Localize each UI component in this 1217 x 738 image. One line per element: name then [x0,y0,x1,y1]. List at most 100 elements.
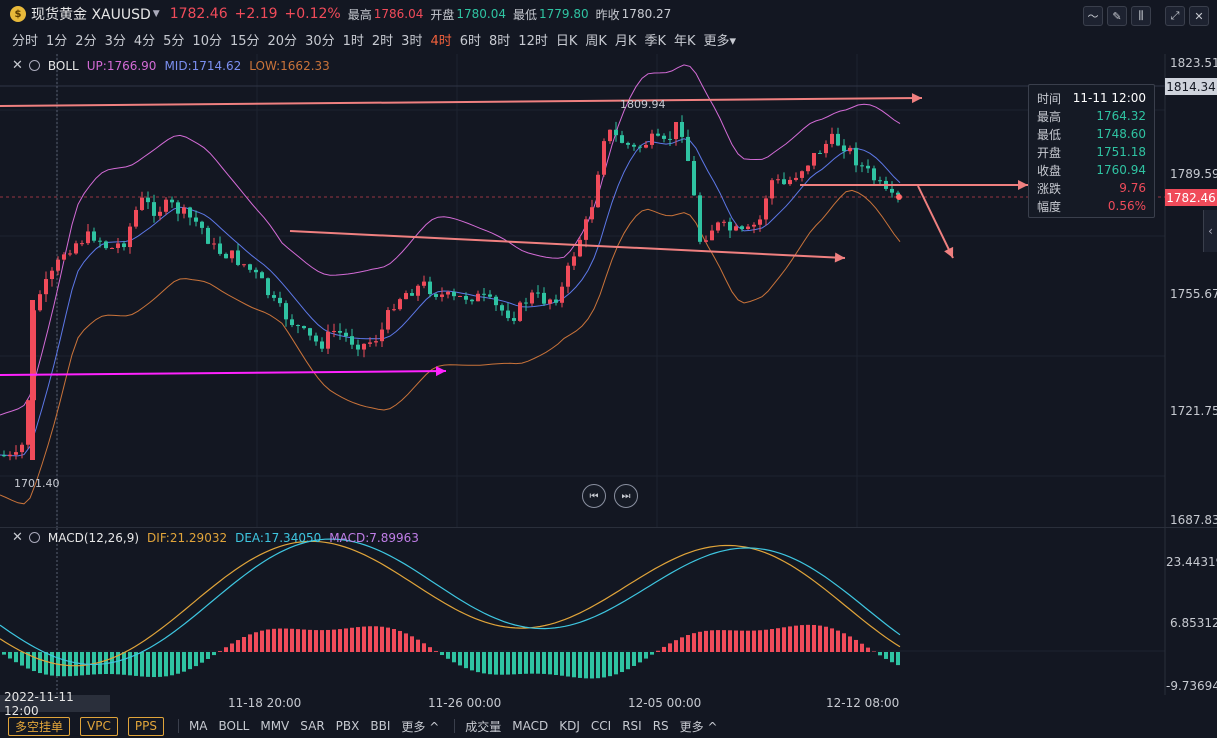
period-tab[interactable]: 15分 [229,33,260,49]
macd-bar [128,652,132,676]
period-tab[interactable]: 周K [585,33,607,49]
overlay-indicator-button[interactable]: PBX [335,719,360,733]
candle-body [662,135,666,139]
fullscreen-icon[interactable]: ⤢ [1165,6,1185,26]
overlay-indicator-button[interactable]: 更多 ^ [401,719,440,734]
period-tab[interactable]: 3时 [401,33,423,49]
macd-bar [884,652,888,659]
close-indicator-icon[interactable]: ✕ [12,58,23,73]
close-indicator-icon[interactable]: ✕ [12,530,23,545]
macd-bar [146,652,150,677]
period-tab[interactable]: 20分 [267,33,298,49]
period-tab[interactable]: 4分 [133,33,156,49]
candle-body [794,177,798,180]
macd-bar [848,636,852,652]
macd-bar [206,652,210,659]
price-axis-tick: 1687.83 [1170,513,1217,527]
time-axis: 11-18 20:00 11-26 00:00 12-05 00:00 12-1… [0,695,1217,712]
period-tab[interactable]: 分时 [12,33,39,49]
draw-pencil-icon[interactable]: ✎ [1107,6,1127,26]
overlay-indicator-button[interactable]: SAR [300,719,325,733]
sub-indicator-button[interactable]: MACD [512,719,549,733]
candle-type-icon[interactable]: ⫼ [1131,6,1151,26]
info-row: 收盘 1760.94 [1037,161,1146,179]
prev-close-value: 1780.27 [621,7,672,21]
macd-bar [878,652,882,656]
feature-pill-button[interactable]: PPS [127,716,164,736]
feature-pill-button[interactable]: VPC [80,716,118,736]
overlay-indicator-button[interactable]: MA [188,719,208,733]
period-tab[interactable]: 3分 [104,33,126,49]
macd-bar [494,652,498,675]
candle-body [206,227,210,244]
macd-bar [800,625,804,652]
period-tab[interactable]: 12时 [518,33,548,49]
macd-bar [764,629,768,652]
period-tab[interactable]: 4时 [430,33,452,49]
candle-body [434,294,438,297]
settings-icon[interactable] [28,532,40,543]
period-tab[interactable]: 年K [673,33,696,49]
info-row: 涨跌 9.76 [1037,179,1146,197]
step-back-icon[interactable]: ⏮ [582,484,606,508]
candle-body [890,188,894,193]
macd-bar [638,652,642,663]
pane-divider[interactable] [0,527,1217,528]
low-label: 最低 [513,7,538,22]
candle-body [872,168,876,181]
gold-coin-icon: $ [10,6,26,22]
macd-bar [734,630,738,652]
macd-bar [392,629,396,652]
period-tab[interactable]: 1时 [342,33,364,49]
symbol-name[interactable]: 现货黄金 XAUUSD [31,7,151,23]
line-chart-icon[interactable]: 〜 [1083,6,1103,26]
candle-body [446,291,450,295]
period-tab[interactable]: 1分 [46,33,68,49]
feature-pill-button[interactable]: 多空挂单 [8,716,71,736]
overlay-indicator-button[interactable]: MMV [260,719,290,733]
candle-body [140,197,144,210]
period-tab[interactable]: 5分 [163,33,185,49]
candle-body [302,326,306,329]
macd-bar [704,630,708,652]
candlestick-chart[interactable] [0,54,1217,528]
period-tab[interactable]: 月K [614,33,637,49]
symbol-dropdown-icon[interactable]: ▼ [152,9,160,19]
step-forward-icon[interactable]: ⏭ [614,484,638,508]
macd-chart[interactable] [0,528,1217,695]
period-tab[interactable]: 6时 [459,33,482,49]
candle-body [326,331,330,349]
macd-bar [788,626,792,652]
close-icon[interactable]: ✕ [1189,6,1209,26]
settings-icon[interactable] [28,60,40,71]
overlay-indicator-button[interactable]: BBI [370,719,391,733]
period-tab[interactable]: 2分 [75,33,97,49]
period-tab[interactable]: 10分 [192,33,222,49]
sub-indicator-button[interactable]: 更多 ^ [679,719,718,734]
candle-body [62,254,66,260]
candle-body [86,231,90,244]
period-tab[interactable]: 8时 [489,33,511,49]
sub-indicator-button[interactable]: CCI [590,719,612,733]
info-key: 幅度 [1037,199,1062,214]
period-tab[interactable]: 季K [644,33,666,49]
sub-indicator-button[interactable]: RSI [622,719,642,733]
macd-bar [512,652,516,675]
candle-body [122,243,126,248]
candle-body [620,135,624,143]
sub-indicator-button[interactable]: KDJ [559,719,580,733]
macd-bar [818,625,822,652]
macd-bar [812,624,816,652]
period-tab[interactable]: 2时 [371,33,394,49]
period-tab[interactable]: 30分 [305,33,335,49]
collapse-panel-icon[interactable]: ‹ [1203,210,1217,252]
macd-bar [98,652,102,675]
candle-body [98,240,102,242]
candle-body [20,444,24,453]
overlay-indicator-button[interactable]: BOLL [218,719,250,733]
sub-indicator-button[interactable]: 成交量 [465,719,502,734]
candle-body [80,243,84,245]
period-tab[interactable]: 更多▾ [703,33,737,49]
sub-indicator-button[interactable]: RS [652,719,669,733]
period-tab[interactable]: 日K [555,33,578,49]
